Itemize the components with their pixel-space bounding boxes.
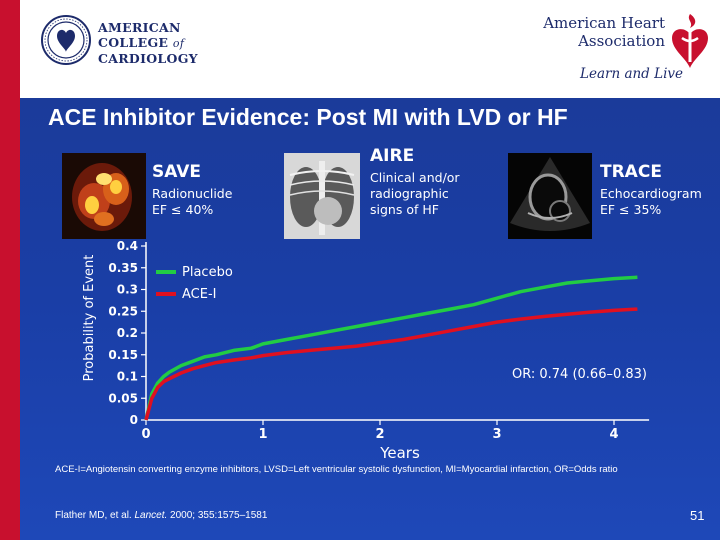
- y-tick-label: 0.25: [108, 304, 138, 318]
- y-tick-label: 0.3: [117, 283, 138, 297]
- acc-seal-icon: [41, 15, 91, 65]
- x-tick-label: 1: [258, 427, 267, 442]
- y-tick-label: 0.2: [117, 326, 138, 340]
- x-tick-label: 0: [141, 427, 150, 442]
- trace-echocardiogram-image: [508, 153, 592, 239]
- aire-xray-image: [284, 153, 360, 239]
- study-name-trace: TRACE: [600, 162, 662, 182]
- legend-placebo-label: Placebo: [182, 265, 233, 280]
- slide-title: ACE Inhibitor Evidence: Post MI with LVD…: [48, 104, 568, 130]
- y-tick-label: 0.15: [108, 348, 138, 362]
- aha-heart-torch-icon: [672, 14, 708, 68]
- chart-labels: Years Probability of Event Placebo ACE-I OR:…: [82, 255, 647, 462]
- x-tick-label: 3: [492, 427, 501, 442]
- study-name-aire: AIRE: [370, 146, 415, 166]
- study-name-save: SAVE: [152, 162, 202, 182]
- y-tick-label: 0.35: [108, 261, 138, 275]
- x-axis-label: Years: [379, 444, 420, 462]
- study-desc-save: Radionuclide EF ≤ 40%: [152, 186, 233, 217]
- study-desc-aire: Clinical and/or radiographic signs of HF: [370, 170, 460, 217]
- header-panel: [20, 0, 720, 98]
- y-axis-label: Probability of Event: [82, 255, 97, 382]
- acc-wordmark: AMERICAN COLLEGE of CARDIOLOGY: [98, 20, 198, 66]
- ace-i-series-line: [144, 307, 638, 421]
- odds-ratio-annotation: OR: 0.74 (0.66–0.83): [512, 367, 647, 382]
- acc-logo: AMERICAN COLLEGE of CARDIOLOGY: [40, 14, 220, 74]
- study-desc-trace: Echocardiogram EF ≤ 35%: [600, 186, 702, 217]
- y-tick-label: 0.4: [117, 239, 138, 253]
- aha-tagline: Learn and Live: [580, 66, 684, 82]
- left-red-band: [0, 0, 20, 540]
- legend-ace-i-label: ACE-I: [182, 287, 216, 302]
- x-tick-label: 4: [609, 427, 618, 442]
- citation: Flather MD, et al. Lancet. 2000; 355:157…: [55, 510, 268, 521]
- y-tick-label: 0.1: [117, 370, 138, 384]
- placebo-series-line: [144, 275, 638, 421]
- aha-logo: American Heart Association Learn and Liv…: [540, 8, 715, 88]
- y-tick-label: 0: [130, 413, 138, 427]
- aha-wordmark: American Heart Association: [543, 14, 665, 50]
- x-tick-label: 2: [375, 427, 384, 442]
- y-tick-label: 0.05: [108, 391, 138, 405]
- abbreviations-footnote: ACE-I=Angiotensin converting enzyme inhi…: [55, 464, 618, 475]
- chart-lines: [144, 275, 638, 421]
- page-number: 51: [690, 508, 705, 523]
- chart-axes: 0 0.05 0.1 0.15 0.2 0.25 0.3 0.35 0.4 0 1 2 3 4: [108, 239, 650, 442]
- save-radionuclide-image: [62, 153, 146, 239]
